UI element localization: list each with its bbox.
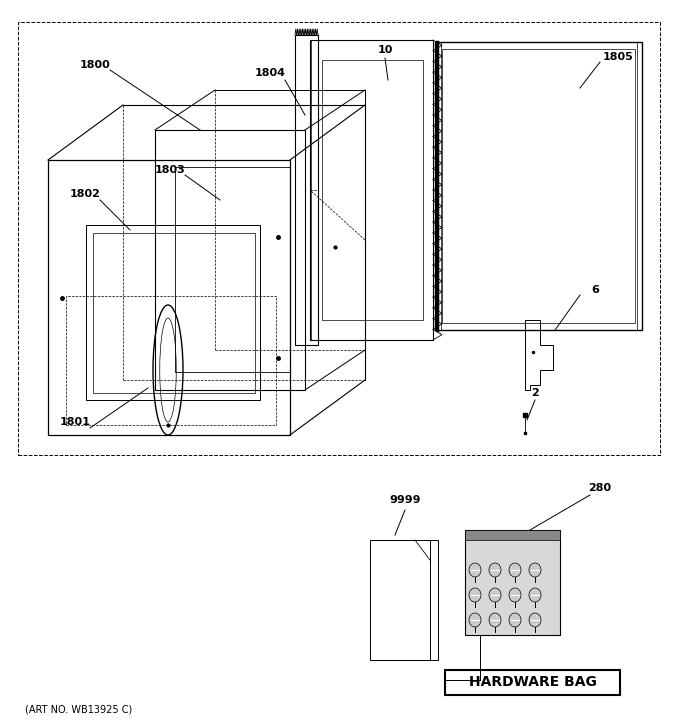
Bar — [465, 530, 560, 635]
Bar — [295, 35, 318, 345]
Text: 280: 280 — [588, 483, 611, 493]
Text: HARDWARE BAG: HARDWARE BAG — [469, 676, 596, 689]
Text: 10: 10 — [377, 45, 392, 55]
Text: 6: 6 — [591, 285, 599, 295]
Ellipse shape — [529, 613, 541, 627]
Bar — [310, 40, 433, 340]
Text: 1801: 1801 — [60, 417, 90, 427]
Text: 1803: 1803 — [154, 165, 186, 175]
Text: 9999: 9999 — [389, 495, 421, 505]
Bar — [86, 225, 260, 400]
Ellipse shape — [469, 588, 481, 602]
Ellipse shape — [469, 563, 481, 577]
Ellipse shape — [509, 588, 521, 602]
Ellipse shape — [489, 613, 501, 627]
Bar — [465, 530, 560, 540]
Ellipse shape — [529, 588, 541, 602]
Ellipse shape — [489, 588, 501, 602]
Bar — [18, 22, 660, 455]
Bar — [175, 167, 290, 372]
Ellipse shape — [529, 563, 541, 577]
Text: 1800: 1800 — [80, 60, 110, 70]
Bar — [66, 296, 276, 425]
Text: (ART NO. WB13925 C): (ART NO. WB13925 C) — [25, 705, 132, 715]
Bar — [155, 130, 305, 390]
Bar — [322, 60, 423, 320]
Text: 2: 2 — [531, 388, 539, 398]
Text: 1805: 1805 — [602, 52, 633, 62]
Polygon shape — [370, 540, 430, 660]
Ellipse shape — [469, 613, 481, 627]
Bar — [442, 49, 635, 323]
Ellipse shape — [509, 613, 521, 627]
Bar — [435, 42, 642, 330]
Bar — [48, 160, 290, 435]
Bar — [93, 233, 255, 393]
Ellipse shape — [489, 563, 501, 577]
Ellipse shape — [509, 563, 521, 577]
Text: 1802: 1802 — [69, 189, 101, 199]
Text: 1804: 1804 — [254, 68, 286, 78]
